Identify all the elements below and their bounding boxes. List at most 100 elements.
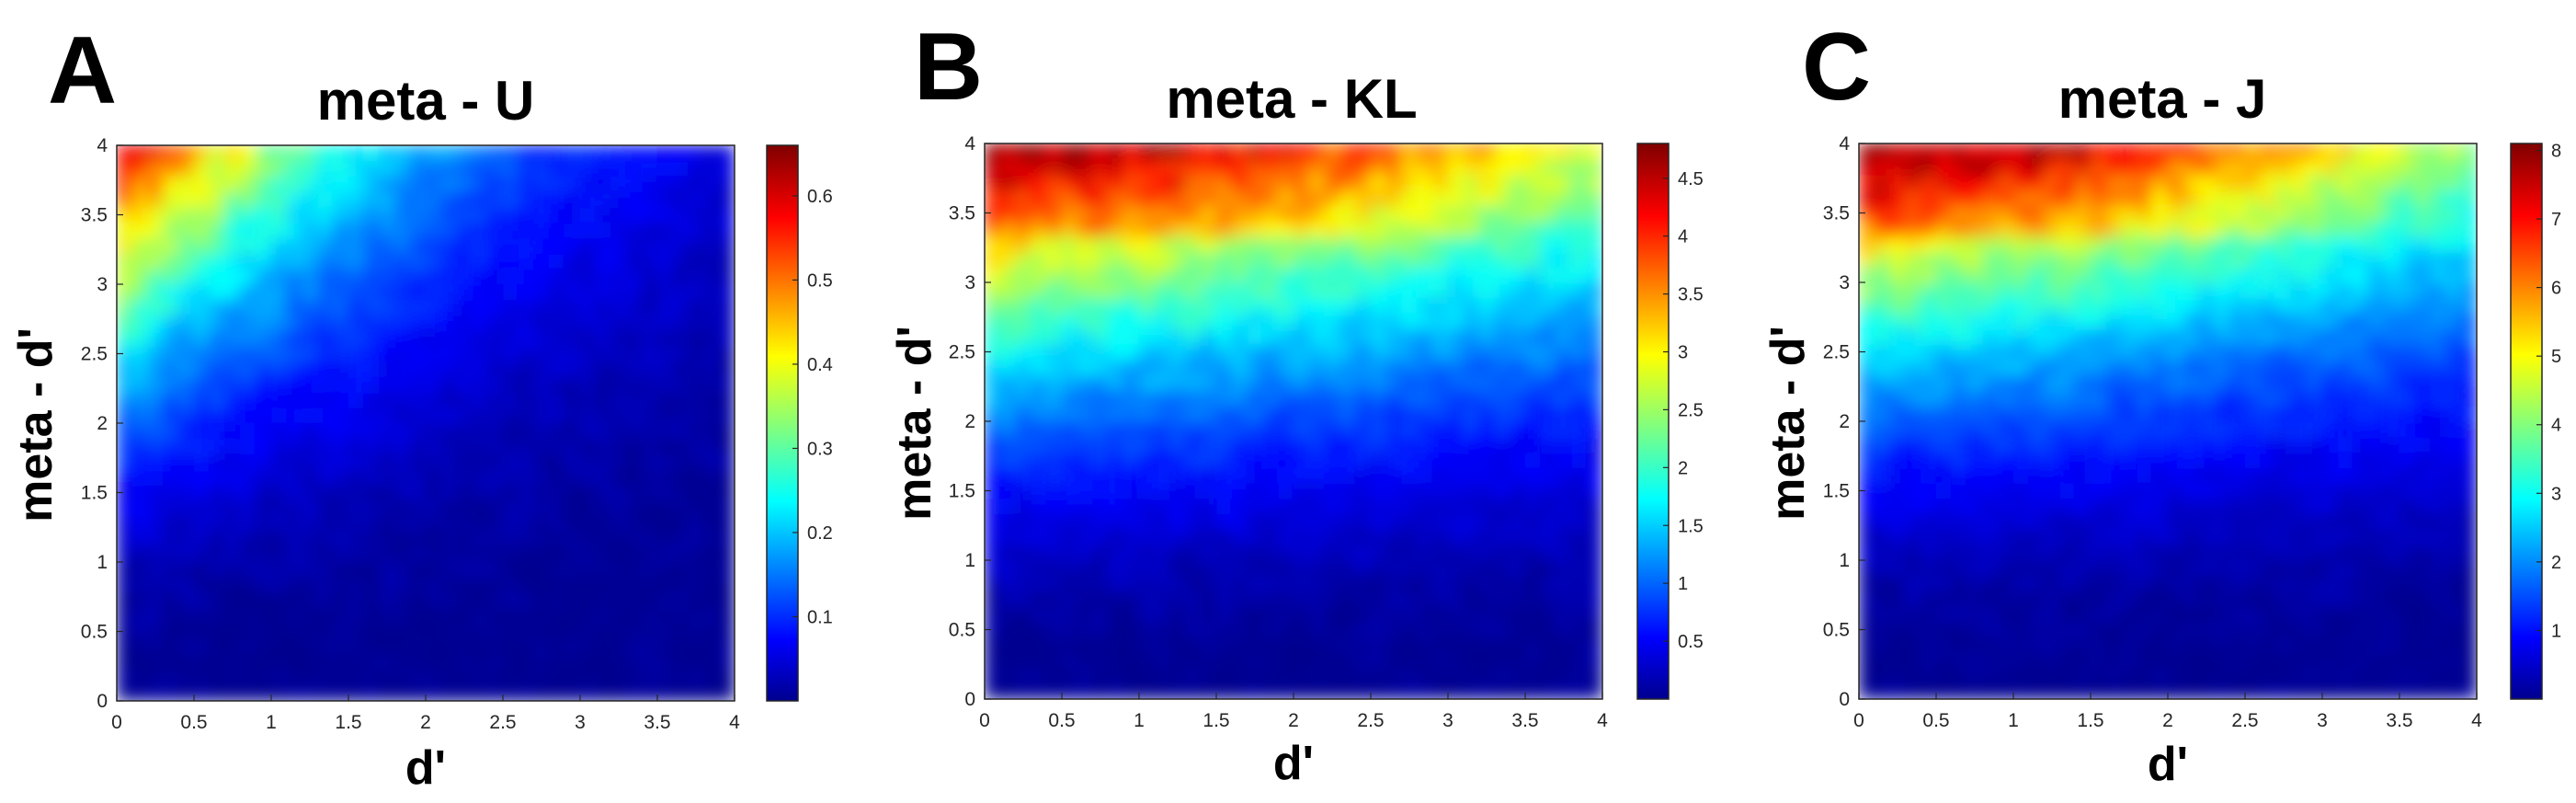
- heatmap-cell: [985, 683, 1001, 699]
- heatmap-cell: [2028, 343, 2046, 361]
- heatmap-cell: [332, 577, 349, 594]
- heatmap-cell: [1215, 466, 1233, 484]
- heatmap-cell: [2183, 544, 2200, 561]
- heatmap-cell: [2244, 235, 2262, 252]
- heatmap-cell: [440, 577, 458, 594]
- heatmap-cell: [1354, 452, 1372, 468]
- heatmap-cell: [379, 160, 395, 178]
- heatmap-cell: [579, 468, 597, 486]
- heatmap-cell: [2399, 621, 2416, 638]
- heatmap-cell: [579, 515, 597, 532]
- heatmap-cell: [672, 669, 690, 686]
- heatmap-cell: [564, 145, 581, 162]
- heatmap-cell: [1247, 220, 1263, 237]
- heatmap-cell: [2074, 297, 2092, 315]
- heatmap-cell: [2399, 559, 2416, 577]
- heatmap-cell: [1463, 591, 1480, 607]
- heatmap-cell: [131, 669, 149, 686]
- heatmap-cell: [1385, 266, 1403, 283]
- heatmap-cell: [1308, 605, 1326, 623]
- heatmap-cell: [1966, 482, 1983, 499]
- heatmap-cell: [224, 252, 241, 270]
- heatmap-cell: [2183, 436, 2200, 453]
- heatmap-cell: [316, 329, 334, 347]
- heatmap-cell: [999, 250, 1017, 268]
- heatmap-cell: [625, 607, 643, 625]
- heatmap-cell: [1061, 204, 1078, 222]
- heatmap-cell: [2399, 374, 2416, 391]
- heatmap-cell: [579, 577, 597, 594]
- heatmap-cell: [1981, 281, 1999, 299]
- heatmap-cell: [2028, 637, 2046, 654]
- heatmap-cell: [1015, 513, 1032, 530]
- heatmap-cell: [286, 345, 303, 362]
- heatmap-cell: [2151, 266, 2169, 283]
- heatmap-cell: [1556, 528, 1572, 545]
- heatmap-cell: [2244, 174, 2262, 190]
- heatmap-cell: [1981, 667, 1999, 684]
- heatmap-cell: [2151, 343, 2169, 361]
- heatmap-cell: [1935, 621, 1953, 638]
- heatmap-cell: [1015, 374, 1032, 391]
- heatmap-cell: [1981, 452, 1999, 468]
- heatmap-cell: [2074, 235, 2092, 252]
- heatmap-cell: [1981, 158, 1999, 176]
- heatmap-cell: [363, 669, 381, 686]
- heatmap-cell: [1874, 158, 1891, 176]
- heatmap-cell: [1966, 605, 1983, 623]
- heatmap-cell: [2430, 158, 2446, 176]
- heatmap-cell: [1966, 220, 1983, 237]
- heatmap-cell: [2321, 281, 2339, 299]
- heatmap-cell: [117, 499, 133, 517]
- heatmap-cell: [1277, 575, 1294, 592]
- heatmap-cell: [1045, 591, 1063, 607]
- heatmap-cell: [2275, 250, 2292, 268]
- heatmap-cell: [1077, 281, 1094, 299]
- heatmap-cell: [1215, 605, 1233, 623]
- heatmap-cell: [2121, 575, 2137, 592]
- heatmap-cell: [1951, 405, 1968, 422]
- heatmap-cell: [393, 376, 411, 393]
- heatmap-cell: [286, 654, 303, 671]
- heatmap-cell: [379, 530, 395, 547]
- heatmap-cell: [672, 561, 690, 579]
- heatmap-cell: [533, 592, 550, 609]
- heatmap-cell: [2383, 605, 2400, 623]
- heatmap-cell: [1935, 343, 1953, 361]
- heatmap-cell: [177, 499, 195, 517]
- heatmap-cell: [147, 530, 164, 547]
- heatmap-cell: [162, 361, 179, 378]
- heatmap-cell: [1981, 374, 1999, 391]
- heatmap-cell: [625, 654, 643, 671]
- heatmap-cell: [239, 299, 256, 316]
- heatmap-cell: [1123, 621, 1140, 638]
- heatmap-cell: [332, 592, 349, 609]
- heatmap-cell: [2090, 466, 2107, 484]
- heatmap-cell: [1370, 374, 1387, 391]
- heatmap-cell: [564, 206, 581, 224]
- heatmap-cell: [2321, 143, 2339, 160]
- heatmap-cell: [688, 361, 704, 378]
- heatmap-cell: [1092, 189, 1109, 206]
- heatmap-cell: [718, 684, 735, 701]
- heatmap-cell: [1416, 452, 1433, 468]
- heatmap-cell: [2383, 482, 2400, 499]
- heatmap-cell: [2244, 405, 2262, 422]
- heatmap-cell: [1045, 420, 1063, 438]
- heatmap-cell: [595, 407, 612, 424]
- heatmap-cell: [1138, 250, 1156, 268]
- heatmap-cell: [1493, 452, 1510, 468]
- heatmap-cell: [2105, 250, 2123, 268]
- heatmap-cell: [688, 145, 704, 162]
- heatmap-cell: [1154, 343, 1171, 361]
- heatmap-cell: [533, 376, 550, 393]
- heatmap-cell: [1030, 621, 1047, 638]
- heatmap-cell: [610, 623, 627, 640]
- heatmap-cell: [1200, 498, 1217, 515]
- heatmap-cell: [332, 453, 349, 470]
- heatmap-cell: [1107, 374, 1124, 391]
- heatmap-cell: [1951, 220, 1968, 237]
- heatmap-cell: [2058, 143, 2076, 160]
- heatmap-cell: [2290, 559, 2308, 577]
- heatmap-cell: [440, 438, 458, 455]
